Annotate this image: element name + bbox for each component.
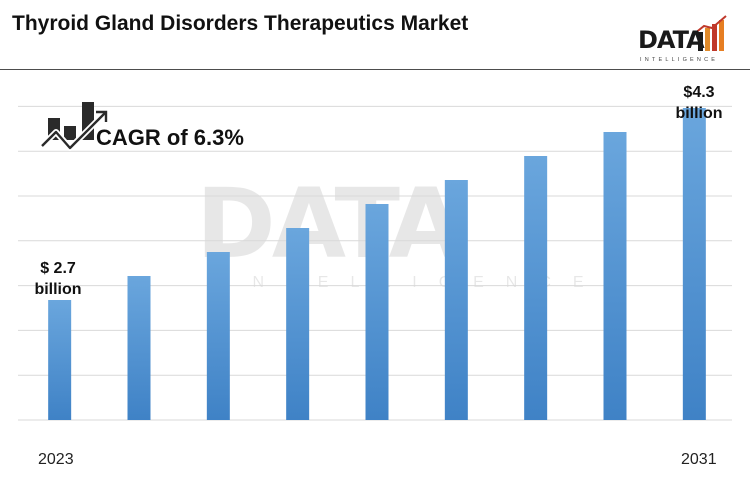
datam-intelligence-logo: DATA INTELLIGENCE bbox=[634, 12, 734, 66]
logo-brand-text: DATA bbox=[638, 26, 705, 54]
bar-chart bbox=[18, 105, 732, 421]
chart-title: Thyroid Gland Disorders Therapeutics Mar… bbox=[12, 12, 469, 35]
start-value: $ 2.7 bbox=[40, 260, 76, 277]
start-value-callout: $ 2.7 billion bbox=[22, 258, 94, 300]
end-unit: billion bbox=[675, 105, 723, 122]
end-value-callout: $4.3 billion bbox=[664, 82, 734, 124]
bar-2030 bbox=[603, 132, 627, 420]
x-tick-label-last: 2031 bbox=[681, 451, 717, 468]
bar-2026 bbox=[286, 228, 310, 420]
bar-2028 bbox=[444, 180, 468, 420]
cagr-label: CAGR of 6.3% bbox=[96, 125, 244, 150]
bar-2031 bbox=[682, 108, 706, 420]
bar-2023 bbox=[48, 300, 72, 420]
bar-growth-icon bbox=[693, 15, 727, 51]
x-tick-label-first: 2023 bbox=[38, 451, 74, 468]
bars bbox=[48, 108, 706, 420]
end-value: $4.3 bbox=[683, 84, 715, 101]
start-unit: billion bbox=[34, 281, 82, 298]
title-divider bbox=[0, 69, 750, 70]
trend-up-arrow-icon bbox=[40, 102, 109, 151]
bar-2027 bbox=[365, 204, 389, 420]
bar-2024 bbox=[127, 276, 151, 420]
logo-tagline: INTELLIGENCE bbox=[640, 57, 719, 63]
bar-2029 bbox=[524, 156, 548, 420]
bar-2025 bbox=[206, 252, 230, 420]
